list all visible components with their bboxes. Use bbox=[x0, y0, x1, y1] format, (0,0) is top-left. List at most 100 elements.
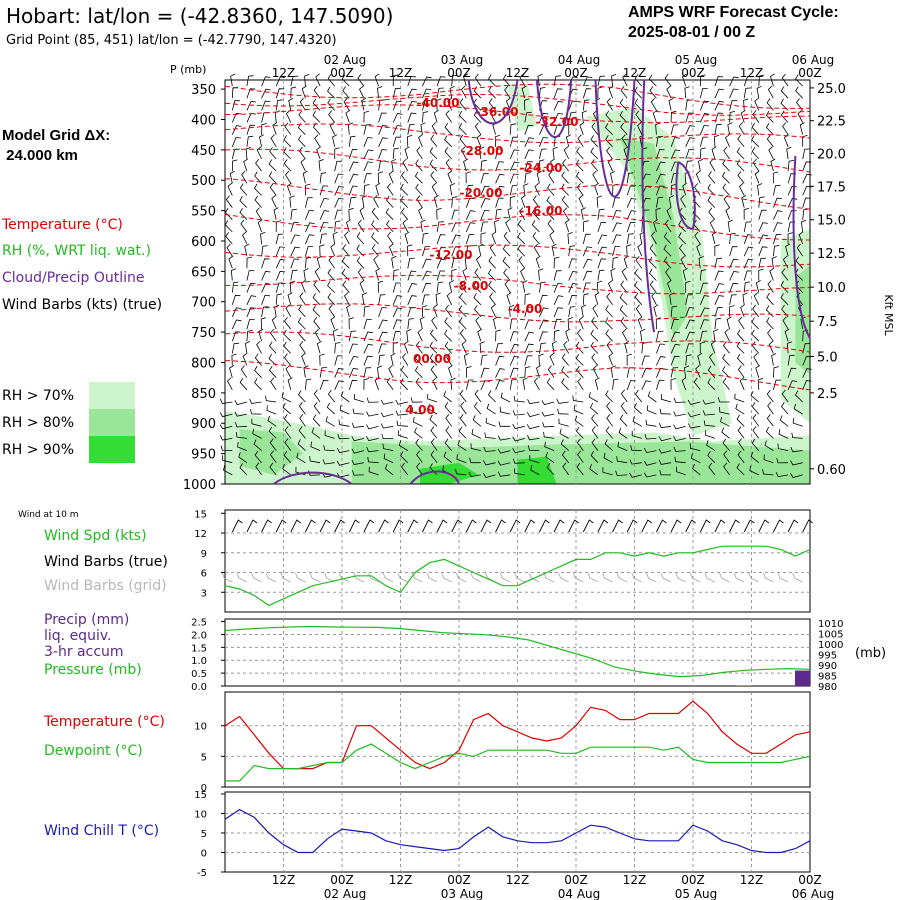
wind-barb bbox=[643, 472, 657, 478]
wind-barb bbox=[373, 195, 379, 208]
wind-barb bbox=[641, 342, 648, 354]
wind-barb bbox=[283, 450, 292, 463]
wind-barb bbox=[743, 87, 751, 99]
wind-barb bbox=[240, 219, 248, 233]
wind-barb bbox=[758, 209, 767, 220]
wind-barb bbox=[689, 443, 701, 451]
wind-barb bbox=[246, 319, 255, 330]
wind-barb bbox=[231, 112, 242, 123]
wind-barb bbox=[738, 122, 745, 135]
wind-barb bbox=[246, 295, 257, 305]
wind-barb bbox=[687, 399, 701, 405]
wind-barb bbox=[637, 316, 643, 330]
wind-barb bbox=[670, 183, 677, 196]
wind10m-barb-true bbox=[539, 519, 550, 533]
wind-barb bbox=[337, 433, 350, 440]
wind-barb bbox=[223, 465, 233, 476]
wind-barb bbox=[462, 267, 468, 281]
wind-barb bbox=[377, 365, 383, 378]
wind-barb bbox=[707, 195, 716, 208]
wind-barb bbox=[433, 304, 438, 318]
wind-barb bbox=[802, 355, 812, 366]
wind-barb bbox=[737, 365, 745, 378]
precip-tick-label: 1.0 bbox=[191, 656, 207, 667]
wind-barb bbox=[371, 207, 379, 220]
wind-barb bbox=[670, 378, 676, 390]
wind-barb bbox=[312, 293, 321, 306]
wind-barb bbox=[548, 170, 555, 184]
wind-barb bbox=[799, 122, 805, 135]
wind-barb bbox=[316, 146, 322, 160]
wind-barb bbox=[283, 414, 292, 427]
cloud-outline-3 bbox=[641, 79, 655, 333]
wind-barb bbox=[351, 448, 365, 454]
wind-barb bbox=[411, 407, 423, 415]
wind-barb bbox=[736, 463, 745, 476]
wind-barb bbox=[480, 198, 491, 208]
wind-barb bbox=[363, 124, 372, 135]
wind-barb bbox=[737, 134, 745, 148]
top-date-label: 03 Aug bbox=[441, 53, 484, 67]
wind-barb bbox=[577, 134, 584, 148]
wind-barb bbox=[416, 146, 423, 160]
wind-barb bbox=[722, 377, 730, 391]
wind-barb bbox=[378, 149, 388, 160]
wind-barb bbox=[766, 389, 774, 403]
wind-barb bbox=[449, 183, 455, 196]
wind-barb bbox=[743, 221, 752, 232]
wind-barb bbox=[305, 257, 312, 269]
wind-barb bbox=[539, 125, 549, 135]
wind-barb bbox=[696, 243, 701, 257]
wind-barb bbox=[766, 134, 774, 148]
wind-barb bbox=[275, 270, 286, 281]
wind-barb bbox=[663, 244, 672, 257]
wind-barb bbox=[729, 258, 739, 269]
bottom-date-label: 05 Aug bbox=[675, 887, 718, 900]
wind-barb bbox=[261, 258, 270, 269]
wind-barb bbox=[736, 353, 745, 366]
wind-barb bbox=[304, 73, 310, 87]
wind-barb bbox=[663, 256, 672, 269]
wind-barb bbox=[699, 307, 710, 318]
wind-barb bbox=[531, 220, 540, 233]
wind-barb bbox=[327, 74, 336, 87]
wind-barb bbox=[512, 410, 525, 416]
wind-barb bbox=[250, 409, 262, 415]
wind-barb bbox=[244, 341, 251, 354]
wind10m-barb-grid bbox=[748, 572, 760, 583]
wind-barb bbox=[729, 246, 738, 257]
wind-barb bbox=[258, 328, 264, 342]
wind10m-heading: Wind at 10 m bbox=[18, 510, 79, 520]
wind-barb bbox=[767, 328, 774, 342]
wind-barb bbox=[388, 170, 394, 184]
wind-barb bbox=[714, 112, 724, 123]
wind-barb bbox=[427, 393, 438, 403]
wind-barb bbox=[417, 328, 423, 342]
wind-barb bbox=[348, 207, 354, 220]
wind-barb bbox=[559, 428, 569, 439]
wind-barb bbox=[670, 110, 677, 123]
wind10m-barb-grid bbox=[675, 572, 686, 583]
wind-barb bbox=[488, 98, 496, 111]
wind-barb bbox=[802, 173, 812, 184]
wind-barb bbox=[635, 304, 643, 318]
wind-barb bbox=[659, 408, 672, 415]
pressure-tick-label: 600 bbox=[191, 235, 216, 250]
wind-barb bbox=[605, 134, 613, 148]
wind-barb bbox=[386, 377, 394, 391]
top-time-tick: 12Z bbox=[506, 66, 530, 80]
wind-barb bbox=[290, 75, 299, 87]
wind-barb bbox=[786, 341, 793, 354]
wind-barb bbox=[381, 433, 394, 440]
wind-barb bbox=[383, 453, 394, 464]
wind-barb bbox=[791, 432, 803, 439]
pressure-tick-label: 500 bbox=[191, 174, 216, 189]
wind-barb bbox=[666, 85, 672, 99]
wind-barb bbox=[594, 292, 600, 305]
wind-barb bbox=[400, 451, 409, 463]
wind-barb bbox=[752, 426, 760, 439]
wind-barb bbox=[430, 438, 438, 451]
wind-barb bbox=[561, 378, 569, 391]
wind-barb bbox=[271, 316, 277, 330]
wind-barb bbox=[407, 112, 417, 123]
